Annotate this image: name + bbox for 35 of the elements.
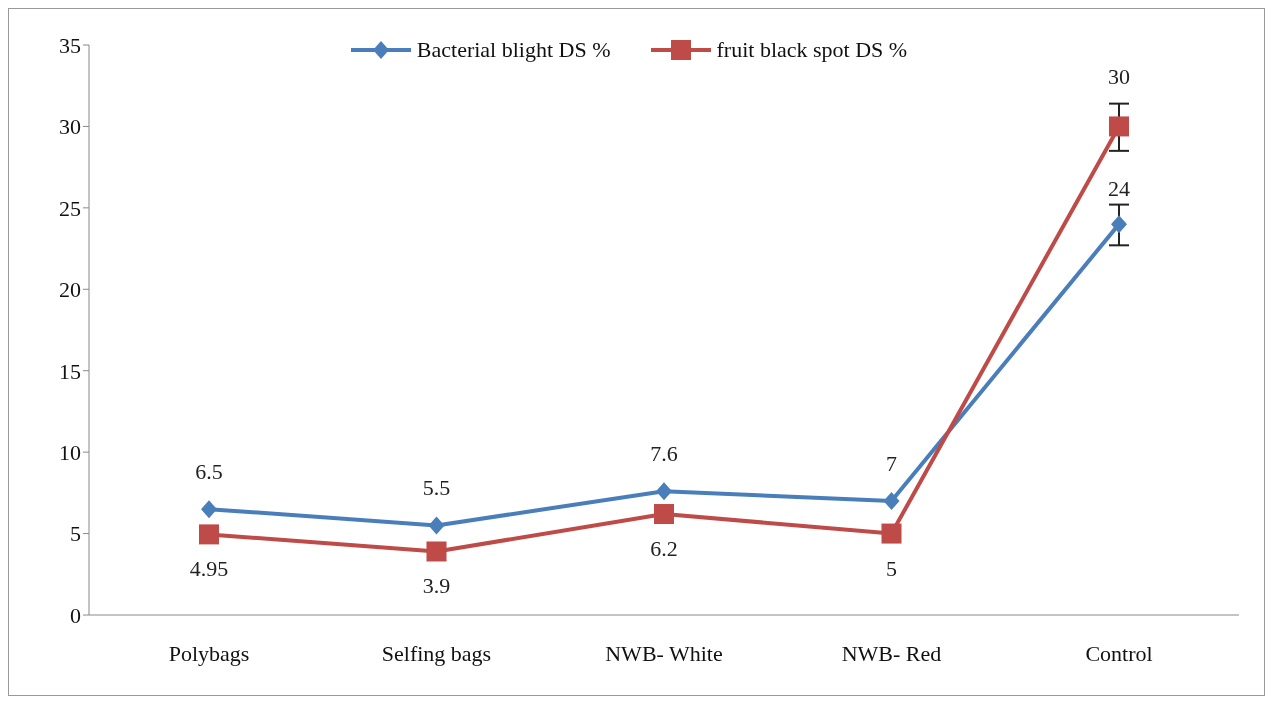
y-tick-label: 10	[59, 439, 81, 465]
data-label: 6.5	[195, 459, 223, 485]
data-label: 7.6	[650, 441, 678, 467]
x-tick-label: NWB- White	[605, 640, 723, 666]
point	[654, 504, 674, 525]
data-label: 4.95	[189, 556, 229, 582]
point	[199, 524, 219, 545]
x-tick-label: Polybags	[168, 640, 250, 666]
y-tick-label: 15	[59, 358, 81, 384]
legend-label: fruit black spot DS %	[716, 37, 908, 63]
point	[201, 500, 217, 519]
y-tick-label: 20	[59, 277, 81, 303]
point	[428, 516, 445, 535]
point	[656, 482, 672, 501]
data-label: 7	[886, 451, 897, 476]
y-tick-label: 25	[59, 195, 81, 221]
y-tick-label: 35	[59, 32, 81, 58]
point	[1109, 116, 1129, 137]
data-label: 5	[886, 555, 897, 581]
data-label: 24	[1108, 176, 1130, 202]
point	[881, 523, 902, 544]
x-tick-label: Selfing bags	[381, 640, 492, 666]
point	[426, 541, 447, 562]
data-label: 6.2	[650, 536, 678, 562]
x-tick-label: NWB- Red	[841, 640, 942, 666]
y-tick-label: 0	[70, 602, 81, 628]
legend-label: Bacterial blight DS %	[416, 37, 611, 63]
y-tick-label: 5	[70, 521, 81, 547]
data-label: 5.5	[422, 475, 451, 501]
x-tick-label: Control	[1085, 640, 1153, 666]
y-tick-label: 30	[59, 114, 81, 140]
point	[1111, 215, 1127, 234]
point	[883, 492, 900, 510]
data-label: 3.9	[422, 573, 451, 599]
data-label: 30	[1108, 64, 1130, 90]
